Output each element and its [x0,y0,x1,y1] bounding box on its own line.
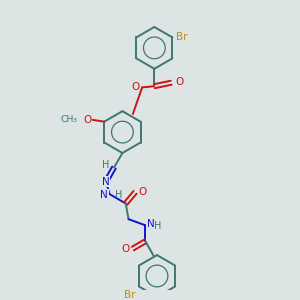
Text: O: O [139,187,147,197]
Text: H: H [115,190,122,200]
Text: H: H [102,160,110,170]
Text: N: N [102,177,110,187]
Text: N: N [147,219,154,229]
Text: CH₃: CH₃ [61,116,78,124]
Text: Br: Br [124,290,136,300]
Text: N: N [100,190,108,200]
Text: Br: Br [176,32,188,42]
Text: O: O [175,77,184,87]
Text: O: O [121,244,129,254]
Text: O: O [131,82,140,92]
Text: H: H [154,221,161,231]
Text: O: O [83,115,92,124]
